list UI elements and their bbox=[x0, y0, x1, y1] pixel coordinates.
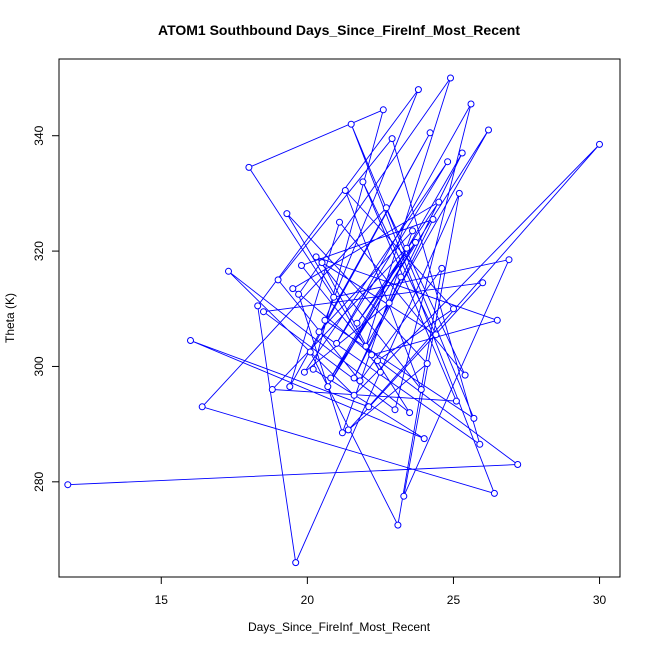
x-axis: 15 20 25 30 bbox=[155, 576, 607, 607]
data-point bbox=[306, 348, 314, 356]
y-axis: 280 300 320 340 bbox=[32, 125, 60, 492]
data-point bbox=[362, 342, 370, 350]
data-point bbox=[400, 492, 408, 500]
data-point bbox=[312, 253, 320, 261]
data-point bbox=[365, 403, 373, 411]
data-point bbox=[435, 198, 443, 206]
data-point bbox=[274, 276, 282, 284]
x-tick-label: 20 bbox=[301, 593, 315, 607]
data-point bbox=[394, 521, 402, 529]
data-point bbox=[447, 74, 454, 82]
data-point bbox=[338, 429, 346, 437]
data-point bbox=[245, 163, 253, 171]
data-point bbox=[356, 377, 364, 385]
data-point bbox=[295, 290, 303, 298]
y-tick-label: 300 bbox=[32, 356, 46, 376]
data-point bbox=[376, 368, 384, 376]
data-point bbox=[476, 440, 484, 448]
data-point bbox=[353, 319, 361, 327]
data-point bbox=[254, 302, 262, 310]
y-tick-label: 280 bbox=[32, 471, 46, 491]
data-point bbox=[397, 273, 405, 281]
x-axis-label: Days_Since_FireInf_Most_Recent bbox=[248, 620, 431, 634]
data-point bbox=[187, 337, 194, 344]
data-point bbox=[420, 435, 428, 443]
data-point bbox=[450, 305, 457, 313]
data-point bbox=[444, 158, 452, 166]
data-point bbox=[350, 391, 358, 399]
data-point bbox=[385, 299, 393, 307]
data-point bbox=[260, 308, 267, 316]
data-point bbox=[412, 238, 419, 246]
data-point bbox=[455, 189, 463, 197]
data-point bbox=[300, 368, 308, 376]
data-point bbox=[374, 357, 381, 365]
data-point bbox=[298, 262, 305, 269]
x-tick-label: 30 bbox=[593, 593, 607, 607]
x-tick-label: 15 bbox=[155, 593, 169, 607]
data-point bbox=[596, 140, 603, 148]
data-point bbox=[403, 244, 411, 252]
data-point bbox=[292, 559, 300, 567]
data-point bbox=[318, 259, 326, 267]
data-point bbox=[359, 178, 367, 186]
data-point bbox=[225, 267, 232, 275]
data-point bbox=[268, 386, 276, 393]
data-point bbox=[505, 256, 513, 264]
data-point bbox=[414, 86, 422, 94]
data-point bbox=[327, 374, 335, 382]
series-line bbox=[67, 77, 600, 565]
y-tick-label: 340 bbox=[32, 125, 46, 145]
data-point bbox=[368, 351, 376, 359]
data-point bbox=[324, 383, 332, 391]
data-point bbox=[470, 414, 478, 422]
data-point bbox=[426, 129, 434, 137]
data-point bbox=[409, 227, 416, 235]
data-point bbox=[388, 135, 396, 143]
data-point bbox=[64, 481, 72, 489]
data-point bbox=[198, 403, 206, 411]
data-point bbox=[423, 360, 431, 368]
data-point bbox=[406, 409, 414, 417]
data-point bbox=[333, 339, 341, 347]
data-point bbox=[429, 215, 437, 223]
data-point bbox=[438, 264, 446, 272]
data-point bbox=[417, 386, 425, 393]
data-point bbox=[432, 331, 440, 339]
data-point bbox=[347, 120, 355, 128]
data-point bbox=[391, 406, 399, 414]
data-point bbox=[458, 149, 466, 157]
data-point bbox=[309, 365, 317, 373]
data-point bbox=[336, 218, 343, 226]
data-point bbox=[315, 328, 323, 336]
y-axis-label: Theta (K) bbox=[3, 293, 17, 343]
x-tick-label: 25 bbox=[447, 593, 461, 607]
data-point bbox=[321, 316, 329, 324]
data-point bbox=[452, 397, 460, 405]
data-point bbox=[330, 293, 338, 301]
y-tick-label: 320 bbox=[32, 241, 46, 261]
data-point bbox=[485, 126, 492, 134]
series-layer bbox=[64, 74, 603, 567]
data-point bbox=[467, 100, 475, 108]
data-point bbox=[490, 489, 498, 497]
data-point bbox=[514, 461, 522, 468]
data-point bbox=[461, 371, 469, 379]
data-point bbox=[341, 187, 349, 194]
data-point bbox=[382, 204, 390, 212]
data-point bbox=[493, 316, 501, 324]
chart-title: ATOM1 Southbound Days_Since_FireInf_Most… bbox=[158, 22, 520, 38]
data-point bbox=[289, 285, 297, 293]
data-point bbox=[283, 210, 291, 218]
data-point bbox=[286, 383, 294, 391]
data-point bbox=[344, 426, 352, 434]
data-point bbox=[379, 106, 387, 114]
data-point bbox=[479, 279, 487, 287]
data-point bbox=[350, 374, 358, 382]
